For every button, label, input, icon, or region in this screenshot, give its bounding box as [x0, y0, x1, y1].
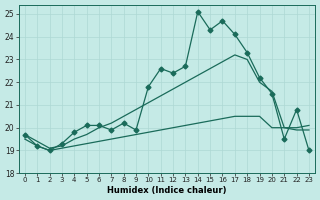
- X-axis label: Humidex (Indice chaleur): Humidex (Indice chaleur): [107, 186, 227, 195]
